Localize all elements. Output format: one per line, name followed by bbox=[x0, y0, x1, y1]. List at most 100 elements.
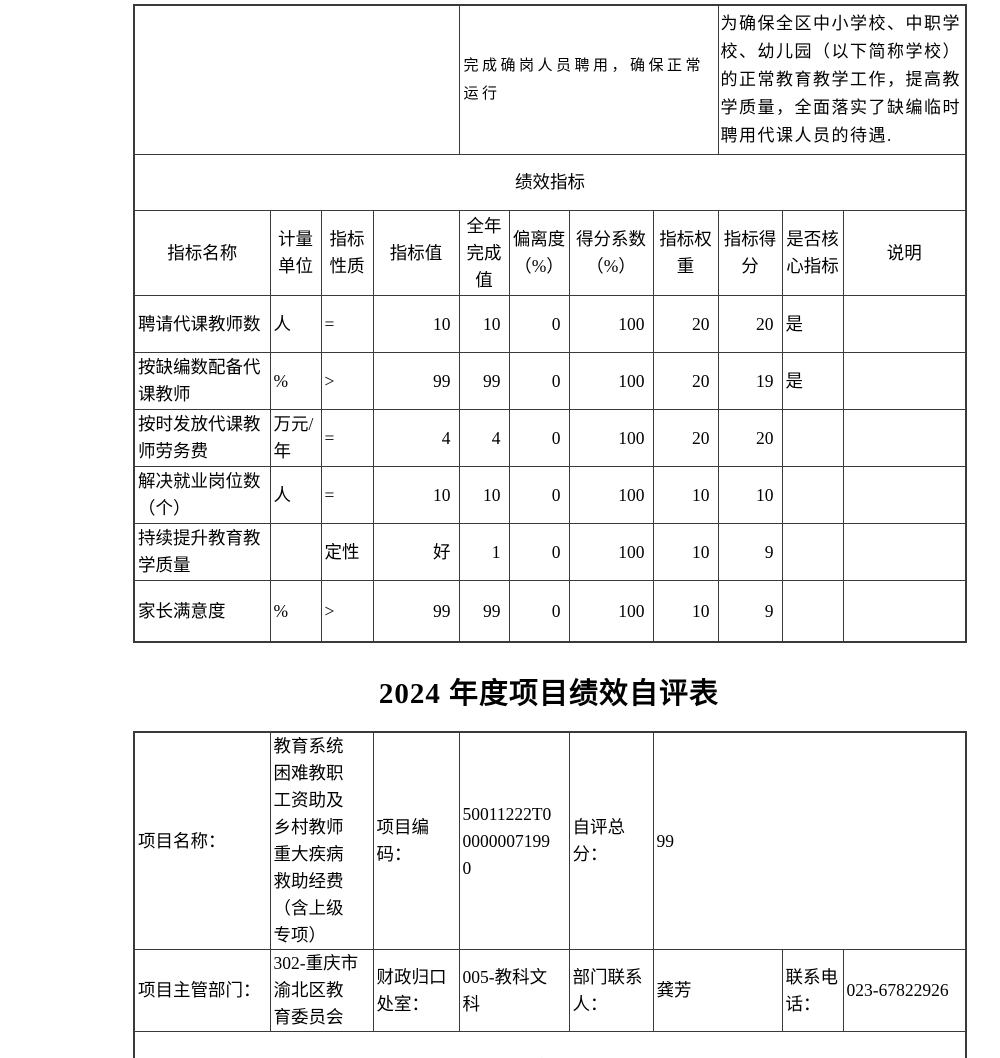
annual-completion: 10 bbox=[458, 466, 510, 524]
remark bbox=[842, 580, 967, 643]
core-indicator: 是 bbox=[781, 352, 844, 410]
unit bbox=[269, 523, 322, 581]
indicator-row: 按时发放代课教师劳务费 万元/年 = 4 4 0 100 20 20 bbox=[133, 409, 967, 467]
score: 20 bbox=[717, 409, 783, 467]
deviation: 0 bbox=[508, 409, 570, 467]
nature: = bbox=[320, 409, 374, 467]
indicator-name: 家长满意度 bbox=[133, 580, 271, 643]
annual-output-cell: 完成确岗人员聘用，确保正常运行 bbox=[458, 4, 719, 155]
column-header-row: 指标名称 计量单位 指标性质 指标值 全年完成值 偏离度（%） 得分系数（%） … bbox=[133, 210, 967, 296]
col-header-remark: 说明 bbox=[842, 210, 967, 296]
score-coefficient: 100 bbox=[568, 523, 654, 581]
self-score-value: 99 bbox=[652, 731, 967, 950]
empty-cell bbox=[133, 4, 460, 155]
annual-completion: 1 bbox=[458, 523, 510, 581]
core-indicator: 是 bbox=[781, 295, 844, 353]
unit: 人 bbox=[269, 295, 322, 353]
col-header-score: 指标得分 bbox=[717, 210, 783, 296]
indicator-row: 持续提升教育教学质量 定性 好 1 0 100 10 9 bbox=[133, 523, 967, 581]
target-value: 10 bbox=[372, 466, 460, 524]
performance-indicator-table: 完成确岗人员聘用，确保正常运行 为确保全区中小学校、中职学校、幼儿园（以下简称学… bbox=[133, 4, 968, 643]
annual-completion: 99 bbox=[458, 352, 510, 410]
remark bbox=[842, 523, 967, 581]
annual-completion: 10 bbox=[458, 295, 510, 353]
project-name-value: 教育系统困难教职工资助及乡村教师重大疾病救助经费（含上级专项） bbox=[269, 731, 374, 950]
target-value: 好 bbox=[372, 523, 460, 581]
score: 19 bbox=[717, 352, 783, 410]
core-indicator bbox=[781, 523, 844, 581]
score: 9 bbox=[717, 523, 783, 581]
weight: 20 bbox=[652, 295, 719, 353]
finance-office-value: 005-教科文科 bbox=[458, 949, 570, 1032]
annual-completion: 99 bbox=[458, 580, 510, 643]
target-value: 99 bbox=[372, 352, 460, 410]
score-coefficient: 100 bbox=[568, 409, 654, 467]
deviation: 0 bbox=[508, 352, 570, 410]
section-header-row: 绩效指标 bbox=[133, 154, 967, 211]
col-header-deviation: 偏离度（%） bbox=[508, 210, 570, 296]
project-code-label: 项目编码： bbox=[372, 731, 460, 950]
weight: 10 bbox=[652, 466, 719, 524]
project-info-row: 项目名称： 教育系统困难教职工资助及乡村教师重大疾病救助经费（含上级专项） 项目… bbox=[133, 731, 967, 950]
weight: 20 bbox=[652, 352, 719, 410]
target-value: 10 bbox=[372, 295, 460, 353]
score: 9 bbox=[717, 580, 783, 643]
dept-label: 项目主管部门： bbox=[133, 949, 271, 1032]
unit: 人 bbox=[269, 466, 322, 524]
weight: 10 bbox=[652, 580, 719, 643]
score: 20 bbox=[717, 295, 783, 353]
col-header-core-indicator: 是否核心指标 bbox=[781, 210, 844, 296]
target-value: 99 bbox=[372, 580, 460, 643]
unit: % bbox=[269, 352, 322, 410]
nature: > bbox=[320, 352, 374, 410]
nature: = bbox=[320, 466, 374, 524]
contact-value: 龚芳 bbox=[652, 949, 783, 1032]
self-eval-table: 项目名称： 教育系统困难教职工资助及乡村教师重大疾病救助经费（含上级专项） 项目… bbox=[133, 731, 968, 1058]
core-indicator bbox=[781, 466, 844, 524]
deviation: 0 bbox=[508, 466, 570, 524]
weight: 20 bbox=[652, 409, 719, 467]
annual-completion: 4 bbox=[458, 409, 510, 467]
effect-cell: 为确保全区中小学校、中职学校、幼儿园（以下简称学校）的正常教育教学工作，提高教学… bbox=[717, 4, 967, 155]
remark bbox=[842, 409, 967, 467]
finance-office-label: 财政归口处室： bbox=[372, 949, 460, 1032]
indicator-name: 持续提升教育教学质量 bbox=[133, 523, 271, 581]
indicator-name: 按缺编数配备代课教师 bbox=[133, 352, 271, 410]
funds-section-header: 资金情况 bbox=[133, 1031, 967, 1058]
contact-label: 部门联系人： bbox=[568, 949, 654, 1032]
nature: 定性 bbox=[320, 523, 374, 581]
deviation: 0 bbox=[508, 580, 570, 643]
col-header-nature: 指标性质 bbox=[320, 210, 374, 296]
self-score-label: 自评总分： bbox=[568, 731, 654, 950]
score-coefficient: 100 bbox=[568, 580, 654, 643]
indicator-row: 解决就业岗位数（个） 人 = 10 10 0 100 10 10 bbox=[133, 466, 967, 524]
score-coefficient: 100 bbox=[568, 295, 654, 353]
performance-section-header: 绩效指标 bbox=[133, 154, 967, 211]
col-header-target-value: 指标值 bbox=[372, 210, 460, 296]
phone-value: 023-67822926 bbox=[842, 949, 967, 1032]
remark bbox=[842, 352, 967, 410]
indicator-name: 按时发放代课教师劳务费 bbox=[133, 409, 271, 467]
score: 10 bbox=[717, 466, 783, 524]
col-header-unit: 计量单位 bbox=[269, 210, 322, 296]
unit: % bbox=[269, 580, 322, 643]
project-code-value: 50011222T000000071990 bbox=[458, 731, 570, 950]
carryover-row: 完成确岗人员聘用，确保正常运行 为确保全区中小学校、中职学校、幼儿园（以下简称学… bbox=[133, 4, 967, 155]
core-indicator bbox=[781, 409, 844, 467]
remark bbox=[842, 295, 967, 353]
deviation: 0 bbox=[508, 295, 570, 353]
project-name-label: 项目名称： bbox=[133, 731, 271, 950]
dept-value: 302-重庆市渝北区教育委员会 bbox=[269, 949, 374, 1032]
page-title: 2024 年度项目绩效自评表 bbox=[378, 678, 720, 710]
col-header-indicator-name: 指标名称 bbox=[133, 210, 271, 296]
col-header-weight: 指标权重 bbox=[652, 210, 719, 296]
col-header-annual-completion: 全年完成值 bbox=[458, 210, 510, 296]
indicator-name: 聘请代课教师数 bbox=[133, 295, 271, 353]
unit: 万元/年 bbox=[269, 409, 322, 467]
weight: 10 bbox=[652, 523, 719, 581]
indicator-row: 家长满意度 % > 99 99 0 100 10 9 bbox=[133, 580, 967, 643]
core-indicator bbox=[781, 580, 844, 643]
nature: = bbox=[320, 295, 374, 353]
deviation: 0 bbox=[508, 523, 570, 581]
